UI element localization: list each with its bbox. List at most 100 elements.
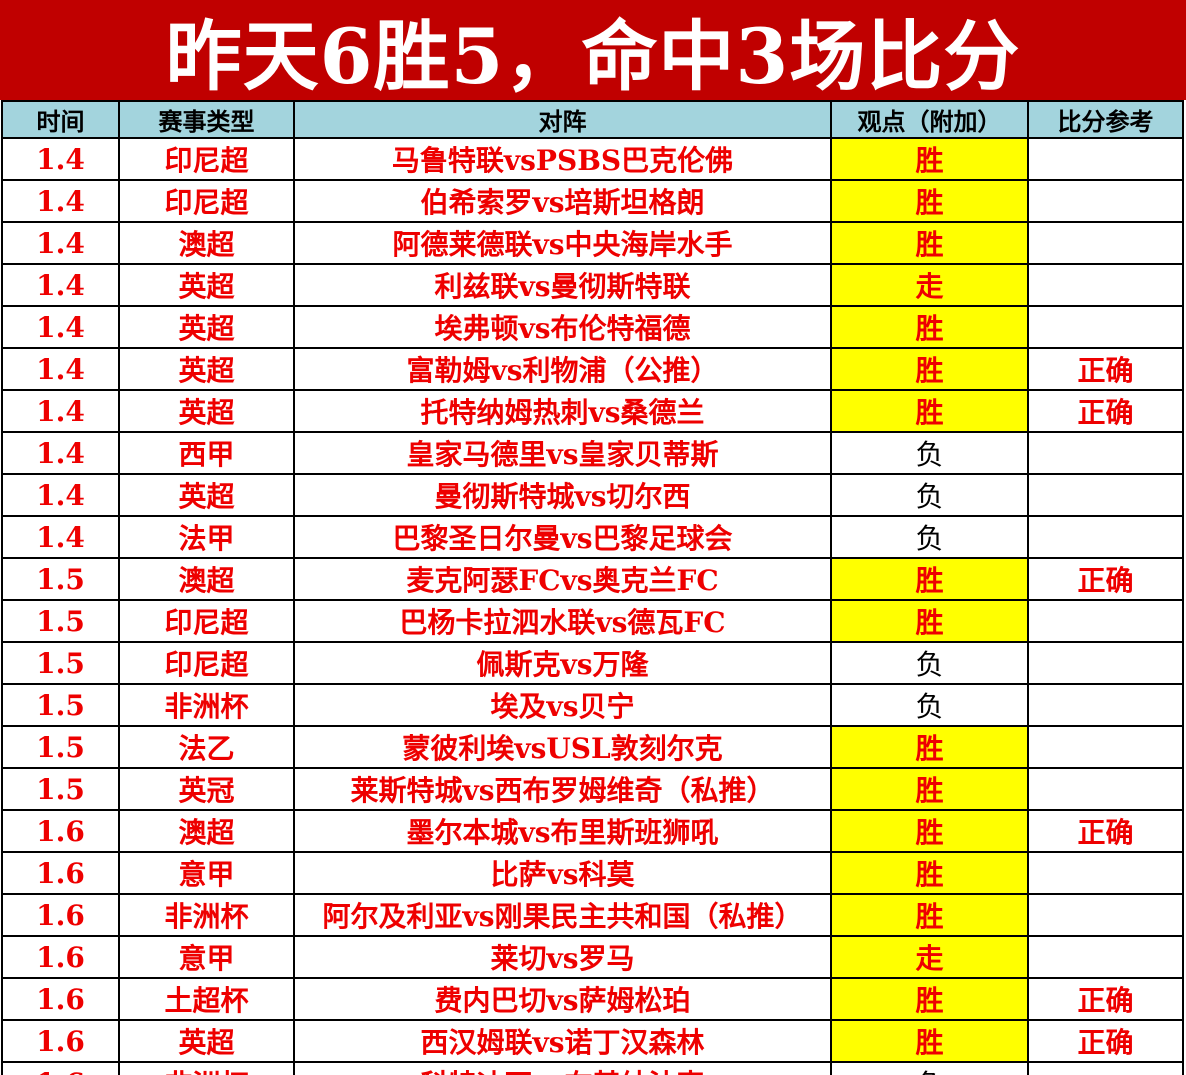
table-row: 1.5 澳超 麦克阿瑟FCvs奥克兰FC 胜正确	[1, 557, 1184, 601]
table-row: 1.4 澳超 阿德莱德联vs中央海岸水手胜	[1, 221, 1184, 265]
date-cell: 1.6	[1, 935, 120, 979]
pick-cell: 负	[830, 1061, 1029, 1075]
date-cell: 1.4	[1, 179, 120, 223]
col-header-pick: 观点（附加）	[830, 100, 1029, 139]
date-cell: 1.4	[1, 473, 120, 517]
table-row: 1.6 土超杯 费内巴切vs萨姆松珀胜正确	[1, 977, 1184, 1021]
league-cell: 西甲	[118, 431, 295, 475]
pick-cell: 胜	[830, 767, 1029, 811]
table-row: 1.5 印尼超 佩斯克vs万隆负	[1, 641, 1184, 685]
match-cell: 麦克阿瑟FCvs奥克兰FC	[293, 557, 832, 601]
table-row: 1.4 英超 托特纳姆热刺vs桑德兰胜正确	[1, 389, 1184, 433]
pick-cell: 胜	[830, 809, 1029, 853]
match-cell: 巴杨卡拉泗水联vs德瓦FC	[293, 599, 832, 643]
result-cell: 正确	[1027, 809, 1184, 853]
league-cell: 印尼超	[118, 599, 295, 643]
table-row: 1.5 法乙 蒙彼利埃vsUSL敦刻尔克胜	[1, 725, 1184, 769]
date-cell: 1.4	[1, 137, 120, 181]
pick-cell: 胜	[830, 977, 1029, 1021]
league-cell: 意甲	[118, 851, 295, 895]
table-header: 时间 赛事类型 对阵 观点（附加） 比分参考	[1, 100, 1184, 139]
match-cell: 墨尔本城vs布里斯班狮吼	[293, 809, 832, 853]
league-cell: 法乙	[118, 725, 295, 769]
match-cell: 利兹联vs曼彻斯特联	[293, 263, 832, 307]
table-row: 1.6 意甲 比萨vs科莫胜	[1, 851, 1184, 895]
league-cell: 英超	[118, 389, 295, 433]
league-cell: 英超	[118, 473, 295, 517]
date-cell: 1.4	[1, 221, 120, 265]
result-cell: 正确	[1027, 977, 1184, 1021]
table-row: 1.6 意甲 莱切vs罗马走	[1, 935, 1184, 979]
league-cell: 印尼超	[118, 179, 295, 223]
date-cell: 1.4	[1, 431, 120, 475]
league-cell: 英冠	[118, 767, 295, 811]
table-row: 1.4 英超 埃弗顿vs布伦特福德胜	[1, 305, 1184, 349]
date-cell: 1.5	[1, 767, 120, 811]
match-cell: 莱斯特城vs西布罗姆维奇（私推）	[293, 767, 832, 811]
table-row: 1.4 西甲 皇家马德里vs皇家贝蒂斯负	[1, 431, 1184, 475]
date-cell: 1.5	[1, 599, 120, 643]
table-row: 1.5 非洲杯 埃及vs贝宁负	[1, 683, 1184, 727]
col-header-time: 时间	[1, 100, 120, 139]
result-cell	[1027, 137, 1184, 181]
match-cell: 曼彻斯特城vs切尔西	[293, 473, 832, 517]
match-cell: 皇家马德里vs皇家贝蒂斯	[293, 431, 832, 475]
result-cell	[1027, 515, 1184, 559]
header-row: 时间 赛事类型 对阵 观点（附加） 比分参考	[1, 100, 1184, 139]
league-cell: 英超	[118, 1019, 295, 1063]
pick-cell: 胜	[830, 1019, 1029, 1063]
date-cell: 1.6	[1, 893, 120, 937]
pick-cell: 胜	[830, 725, 1029, 769]
match-cell: 阿德莱德联vs中央海岸水手	[293, 221, 832, 265]
pick-cell: 胜	[830, 137, 1029, 181]
result-cell	[1027, 263, 1184, 307]
score-table: 时间 赛事类型 对阵 观点（附加） 比分参考 1.4 印尼超 马鲁特联vsPSBS巴…	[1, 100, 1184, 1075]
title-banner: 昨天6胜5，命中3场比分	[0, 0, 1186, 101]
match-cell: 蒙彼利埃vsUSL敦刻尔克	[293, 725, 832, 769]
table-row: 1.4 英超 富勒姆vs利物浦（公推）胜正确	[1, 347, 1184, 391]
table-row: 1.4 法甲 巴黎圣日尔曼vs巴黎足球会负	[1, 515, 1184, 559]
match-cell: 马鲁特联vsPSBS巴克伦佛	[293, 137, 832, 181]
date-cell: 1.4	[1, 305, 120, 349]
result-cell	[1027, 641, 1184, 685]
league-cell: 法甲	[118, 515, 295, 559]
table-row: 1.6非洲杯科特迪瓦vs布基纳法索负	[1, 1061, 1184, 1075]
pick-cell: 胜	[830, 389, 1029, 433]
pick-cell: 走	[830, 935, 1029, 979]
match-cell: 埃及vs贝宁	[293, 683, 832, 727]
table-row: 1.4 印尼超 伯希索罗vs培斯坦格朗胜	[1, 179, 1184, 223]
result-cell	[1027, 725, 1184, 769]
pick-cell: 负	[830, 431, 1029, 475]
match-cell: 巴黎圣日尔曼vs巴黎足球会	[293, 515, 832, 559]
league-cell: 澳超	[118, 221, 295, 265]
result-cell	[1027, 431, 1184, 475]
result-cell	[1027, 221, 1184, 265]
date-cell: 1.4	[1, 263, 120, 307]
league-cell: 英超	[118, 263, 295, 307]
date-cell: 1.4	[1, 389, 120, 433]
date-cell: 1.4	[1, 347, 120, 391]
match-cell: 莱切vs罗马	[293, 935, 832, 979]
col-header-result: 比分参考	[1027, 100, 1184, 139]
league-cell: 英超	[118, 305, 295, 349]
table-row: 1.5 印尼超 巴杨卡拉泗水联vs德瓦FC 胜	[1, 599, 1184, 643]
date-cell: 1.6	[1, 809, 120, 853]
table-row: 1.4 印尼超 马鲁特联vsPSBS巴克伦佛胜	[1, 137, 1184, 181]
pick-cell: 负	[830, 683, 1029, 727]
league-cell: 非洲杯	[118, 893, 295, 937]
pick-cell: 走	[830, 263, 1029, 307]
league-cell: 澳超	[118, 809, 295, 853]
league-cell: 印尼超	[118, 137, 295, 181]
match-cell: 科特迪瓦vs布基纳法索	[293, 1061, 832, 1075]
result-cell	[1027, 893, 1184, 937]
pick-cell: 胜	[830, 893, 1029, 937]
match-cell: 埃弗顿vs布伦特福德	[293, 305, 832, 349]
pick-cell: 胜	[830, 179, 1029, 223]
pick-cell: 胜	[830, 599, 1029, 643]
date-cell: 1.5	[1, 557, 120, 601]
result-cell	[1027, 599, 1184, 643]
table-row: 1.4 英超 曼彻斯特城vs切尔西负	[1, 473, 1184, 517]
match-cell: 西汉姆联vs诺丁汉森林	[293, 1019, 832, 1063]
result-cell: 正确	[1027, 557, 1184, 601]
result-cell: 正确	[1027, 389, 1184, 433]
